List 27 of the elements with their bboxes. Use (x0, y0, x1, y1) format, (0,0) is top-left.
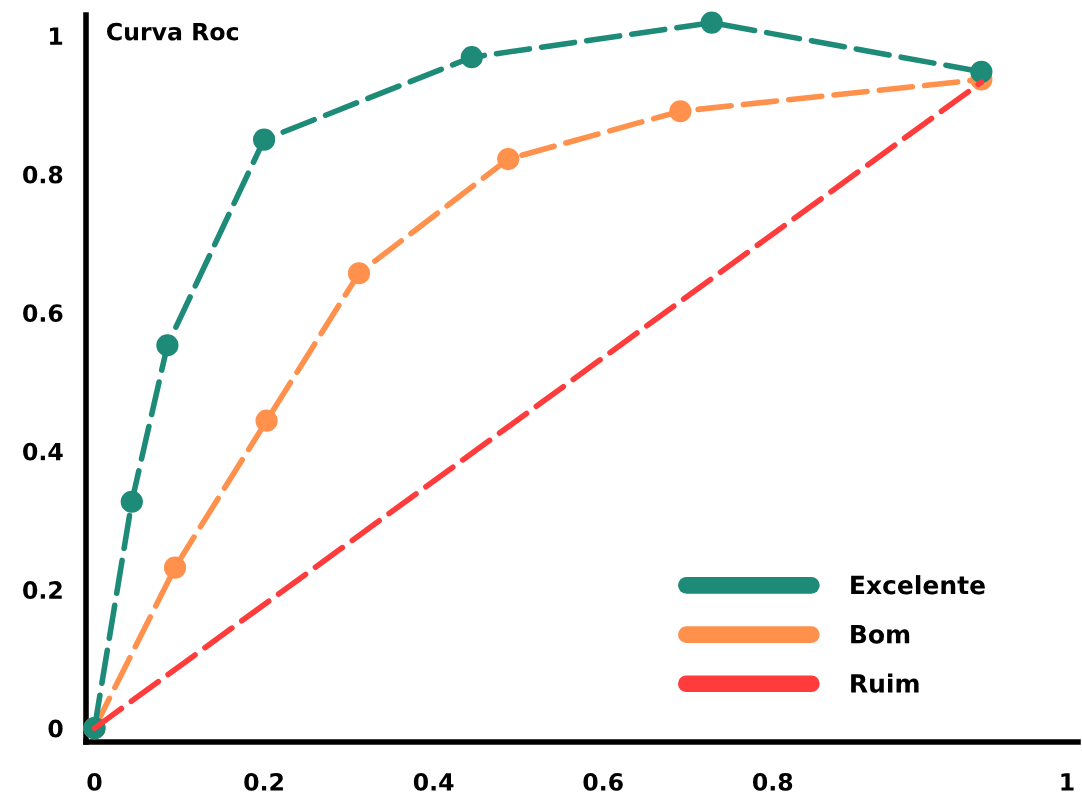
legend-label: Ruim (851, 673, 919, 693)
y-tick-label: 0.2 (23, 581, 62, 599)
point (120, 490, 143, 513)
legend-label: Excelente (851, 575, 985, 595)
point (700, 11, 723, 34)
point (669, 100, 692, 123)
point (156, 334, 179, 357)
point (163, 556, 187, 579)
x-tick-label: 0.2 (244, 772, 283, 791)
y-tick-label: 0.8 (23, 165, 63, 184)
x-tick-label: 0.8 (752, 772, 793, 791)
point (497, 147, 520, 171)
point (252, 128, 276, 151)
chart-title: Curva Roc (107, 22, 238, 41)
x-tick-label: 1 (1061, 773, 1074, 791)
point (460, 46, 483, 69)
point (347, 262, 371, 285)
y-tick-label: 0.4 (23, 442, 63, 461)
x-tick-label: 0.6 (583, 772, 623, 791)
y-tick-label: 0 (48, 719, 63, 738)
point (255, 409, 278, 432)
legend-label: Bom (851, 625, 910, 644)
x-tick-label: 0 (87, 772, 102, 791)
point (970, 60, 993, 83)
y-tick-label: 1 (50, 27, 63, 45)
y-tick-label: 0.6 (23, 304, 63, 323)
x-tick-label: 0.4 (413, 772, 454, 791)
